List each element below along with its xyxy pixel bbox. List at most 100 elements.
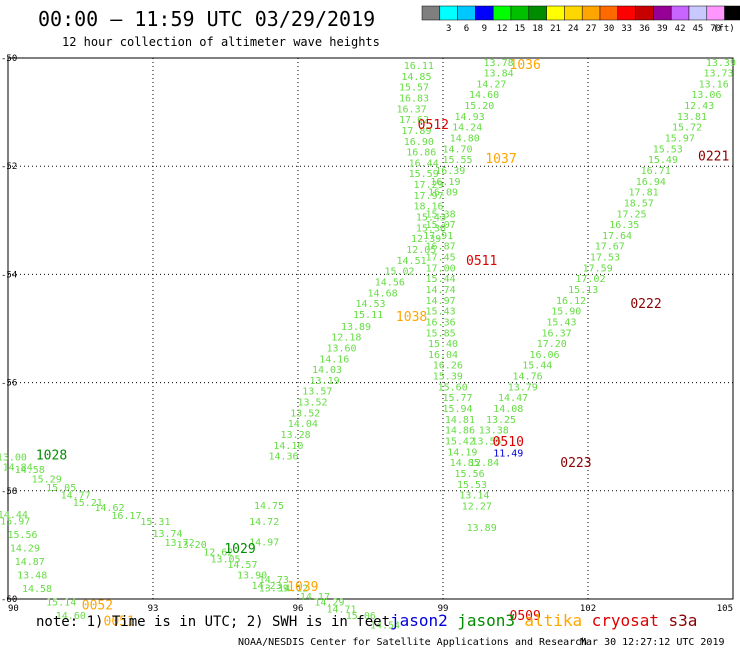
pass-label: 0509 [510, 609, 541, 624]
wave-height-value: 12.18 [331, 333, 361, 344]
wave-height-value: 15.05 [46, 483, 76, 494]
wave-height-value: 14.54 [370, 620, 400, 631]
wave-height-value: 14.16 [319, 354, 349, 365]
wave-height-value: 12.27 [462, 501, 492, 512]
colorbar-label: 12 [497, 24, 508, 34]
colorbar-unit: (ft) [713, 24, 735, 34]
wave-height-value: 14.17 [300, 592, 330, 603]
wave-height-value: 14.53 [355, 299, 385, 310]
wave-height-value: 16.71 [641, 166, 671, 177]
wave-height-value: 15.44 [522, 361, 552, 372]
wave-height-value: 18.16 [413, 202, 443, 213]
wave-height-value: 14.24 [452, 123, 482, 134]
wave-height-value: 17.91 [423, 231, 453, 242]
colorbar-label: 36 [639, 24, 650, 34]
wave-height-value: 14.74 [426, 285, 456, 296]
wave-height-value: 13.16 [699, 79, 729, 90]
x-tick-label: 99 [438, 604, 449, 614]
wave-height-value: 14.56 [375, 277, 405, 288]
wave-height-value: 14.12 [278, 584, 308, 595]
wave-height-value: 14.76 [513, 372, 543, 383]
pass-label: 1036 [510, 58, 541, 73]
wave-height-value: 17.25 [616, 209, 646, 220]
wave-height-value: 15.02 [384, 267, 414, 278]
wave-height-value: 15.55 [442, 155, 472, 166]
wave-height-value: 17.97 [413, 191, 443, 202]
wave-height-value: 13.39 [706, 58, 736, 69]
wave-height-value: 15.49 [648, 155, 678, 166]
wave-height-value: 13.60 [326, 343, 356, 354]
colorbar-label: 27 [586, 24, 597, 34]
wave-height-value: 15.38 [426, 209, 456, 220]
pass-label: 0221 [698, 149, 729, 164]
wave-height-value: 16.06 [529, 350, 559, 361]
wave-height-value: 13.14 [459, 491, 489, 502]
wave-height-value: 14.08 [493, 404, 523, 415]
wave-height-value: 13.06 [691, 90, 721, 101]
wave-height-value: 13.52 [297, 398, 327, 409]
wave-height-value: 14.29 [10, 544, 40, 555]
wave-height-value: 17.89 [401, 126, 431, 137]
x-tick-label: 93 [148, 604, 159, 614]
wave-height-value: 13.05 [210, 554, 240, 565]
wave-height-value: 13.73 [703, 69, 733, 80]
wave-height-value: 13.78 [484, 58, 514, 69]
x-tick-label: 96 [293, 604, 304, 614]
pass-label: 1028 [36, 449, 67, 464]
y-tick-label: -56 [1, 379, 17, 389]
data-points: 13.0014.8414.5815.2915.0514.7715.2114.62… [0, 58, 736, 632]
wave-height-value: 15.20 [464, 101, 494, 112]
wave-height-value: 14.19 [447, 447, 477, 458]
wave-height-value: 13.81 [677, 112, 707, 123]
wave-height-value: 13.79 [508, 382, 538, 393]
colorbar-swatch [635, 5, 654, 21]
wave-height-value: 14.44 [0, 510, 28, 521]
wave-height-value: 16.90 [404, 137, 434, 148]
wave-height-value: 15.13 [568, 285, 598, 296]
colorbar-label: 39 [657, 24, 668, 34]
colorbar-label: 6 [464, 24, 469, 34]
y-tick-label: -54 [1, 270, 17, 280]
wave-height-value: 15.07 [426, 220, 456, 231]
wave-height-value: 15.85 [426, 328, 456, 339]
colorbar-label: 15 [514, 24, 525, 34]
wave-height-value: 13.00 [0, 453, 27, 464]
wave-height-value: 13.28 [281, 430, 311, 441]
wave-height-value: 16.09 [428, 188, 458, 199]
pass-label: 0223 [560, 456, 591, 471]
wave-height-value: 13.25 [486, 415, 516, 426]
x-tick-label: 105 [717, 604, 733, 614]
colorbar-swatch [421, 5, 441, 21]
pass-label: 0052 [82, 598, 113, 613]
colorbar-swatch [510, 5, 530, 21]
colorbar-label: 18 [532, 24, 543, 34]
colorbar-swatch [581, 5, 601, 21]
wave-height-value: 14.93 [455, 112, 485, 123]
wave-height-value: 12.84 [469, 458, 499, 469]
wave-height-value: 18.57 [624, 198, 654, 209]
wave-height-value: 14.85 [401, 72, 431, 83]
legend-altika: altika [524, 611, 582, 630]
satellite-legend: jason2 jason3 altika cryosat s3a [390, 611, 697, 630]
wave-height-value: 15.11 [353, 310, 383, 321]
wave-height-value: 17.64 [602, 231, 632, 242]
wave-height-value: 14.10 [273, 441, 303, 452]
pass-label: 1038 [396, 310, 427, 325]
wave-height-value: 15.14 [46, 598, 76, 609]
wave-height-value: 17.81 [629, 188, 659, 199]
colorbar-swatch [706, 5, 725, 21]
colorbar-label: 42 [675, 24, 686, 34]
wave-height-value: 14.71 [326, 605, 356, 616]
footer-credit: NOAA/NESDIS Center for Satellite Applica… [238, 637, 587, 648]
wave-height-value: 13.89 [341, 322, 371, 333]
wave-height-value: 16.37 [397, 104, 427, 115]
footer-timestamp: Mar 30 12:27:12 UTC 2019 [580, 637, 725, 648]
colorbar-label: 9 [482, 24, 487, 34]
colorbar-swatch [653, 5, 672, 21]
pass-label: 1029 [224, 542, 255, 557]
wave-height-value: 14.77 [61, 491, 91, 502]
wave-height-value: 16.44 [409, 158, 439, 169]
wave-height-value: 14.58 [15, 465, 45, 476]
axis-tick-labels: 90 93 96 99 102 105 -50 -52 -54 -56 -58 -60 [1, 54, 733, 614]
